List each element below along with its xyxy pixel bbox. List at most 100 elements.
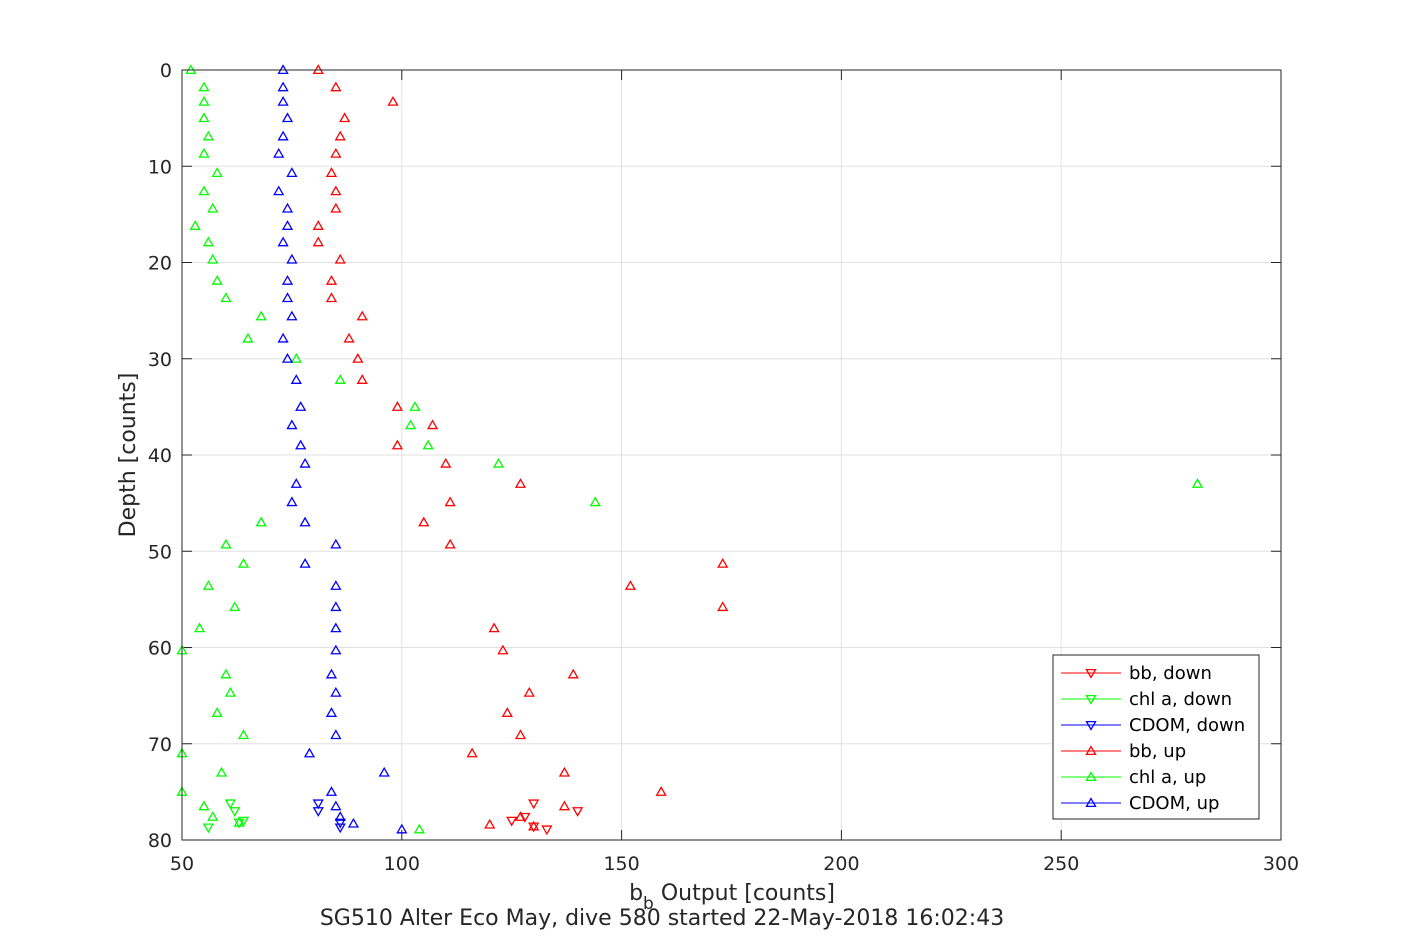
legend-marker (1085, 745, 1097, 756)
data-point (198, 147, 210, 158)
data-point (312, 64, 324, 75)
data-point (202, 130, 214, 141)
data-point (198, 112, 210, 123)
data-point (717, 557, 729, 568)
data-point (330, 580, 342, 590)
data-point (211, 707, 223, 717)
data-point (207, 202, 219, 213)
legend-marker (1085, 668, 1097, 679)
legend-marker (1085, 720, 1097, 731)
data-point (330, 644, 342, 655)
data-point (514, 811, 527, 821)
data-point (440, 457, 452, 468)
data-point (189, 220, 201, 230)
data-point (211, 167, 223, 178)
data-point (339, 112, 351, 123)
data-point (444, 496, 456, 507)
data-point (717, 601, 729, 612)
y-tick-label: 80 (148, 830, 172, 852)
data-point (233, 816, 245, 827)
data-point (655, 786, 667, 796)
data-point (295, 439, 307, 450)
data-point (330, 729, 342, 740)
data-point (273, 147, 285, 158)
data-point (202, 580, 214, 590)
data-point (343, 332, 355, 343)
series-5 (273, 64, 408, 834)
y-tick-label: 30 (148, 349, 172, 371)
x-axis-label: bb Output [counts] (629, 881, 835, 914)
data-point (492, 457, 505, 468)
data-point (312, 807, 324, 817)
data-point (290, 478, 302, 488)
data-point (558, 766, 571, 777)
data-point (356, 374, 368, 384)
y-tick-label: 20 (148, 253, 172, 275)
x-tick-label: 250 (1043, 853, 1079, 875)
data-point (356, 310, 368, 321)
y-tick-label: 70 (148, 734, 172, 756)
data-point (325, 668, 338, 679)
legend-marker (1085, 771, 1097, 782)
data-point (286, 496, 298, 507)
data-point (330, 147, 342, 158)
data-point (426, 419, 439, 430)
data-point (378, 766, 390, 777)
data-point (387, 95, 399, 106)
data-point (422, 439, 434, 450)
data-point (330, 202, 342, 213)
data-point (325, 292, 338, 303)
data-point (207, 811, 219, 821)
data-point (624, 580, 637, 590)
data-point (220, 668, 232, 679)
data-point (497, 644, 509, 655)
data-point (444, 538, 456, 549)
data-point (299, 457, 311, 468)
data-markers (176, 64, 1204, 836)
data-point (325, 167, 338, 178)
data-point (334, 130, 346, 141)
y-tick-label: 0 (160, 60, 172, 82)
data-point (567, 668, 579, 679)
data-point (312, 220, 324, 230)
data-point (255, 516, 267, 527)
data-point (325, 786, 338, 796)
data-point (488, 622, 500, 633)
data-point (277, 64, 289, 75)
data-point (330, 185, 342, 196)
data-point (193, 622, 206, 633)
x-tick-label: 200 (823, 853, 859, 875)
data-point (295, 401, 307, 411)
data-point (334, 823, 346, 834)
data-point (198, 81, 210, 92)
y-tick-label: 50 (148, 541, 172, 563)
x-axis-ticks: 50 100 150 200 250 300 (170, 70, 1299, 875)
data-point (281, 292, 294, 303)
data-point (466, 747, 478, 758)
x-tick-label: 100 (384, 853, 420, 875)
legend-box (1052, 654, 1260, 820)
data-point (237, 729, 250, 740)
data-point (541, 825, 553, 836)
data-point (211, 274, 223, 285)
legend-label: bb, down (1129, 663, 1212, 684)
data-point (224, 686, 236, 697)
x-tick-label: 50 (170, 853, 194, 875)
legend-label: CDOM, down (1129, 715, 1245, 736)
data-point (589, 496, 601, 507)
data-point (330, 81, 342, 92)
x-tick-label: 150 (603, 853, 639, 875)
data-point (207, 253, 219, 264)
data-point (237, 557, 250, 568)
data-point (277, 130, 289, 141)
data-point (215, 766, 228, 777)
data-point (281, 112, 294, 123)
legend: bb, down chl a, down CDOM, down bb, up chl a… (1052, 654, 1260, 820)
data-point (312, 236, 324, 247)
data-point (330, 538, 342, 549)
data-point (330, 686, 342, 697)
data-point (330, 800, 342, 811)
data-point (286, 419, 298, 430)
data-point (391, 439, 404, 450)
x-tick-label: 300 (1263, 853, 1299, 875)
